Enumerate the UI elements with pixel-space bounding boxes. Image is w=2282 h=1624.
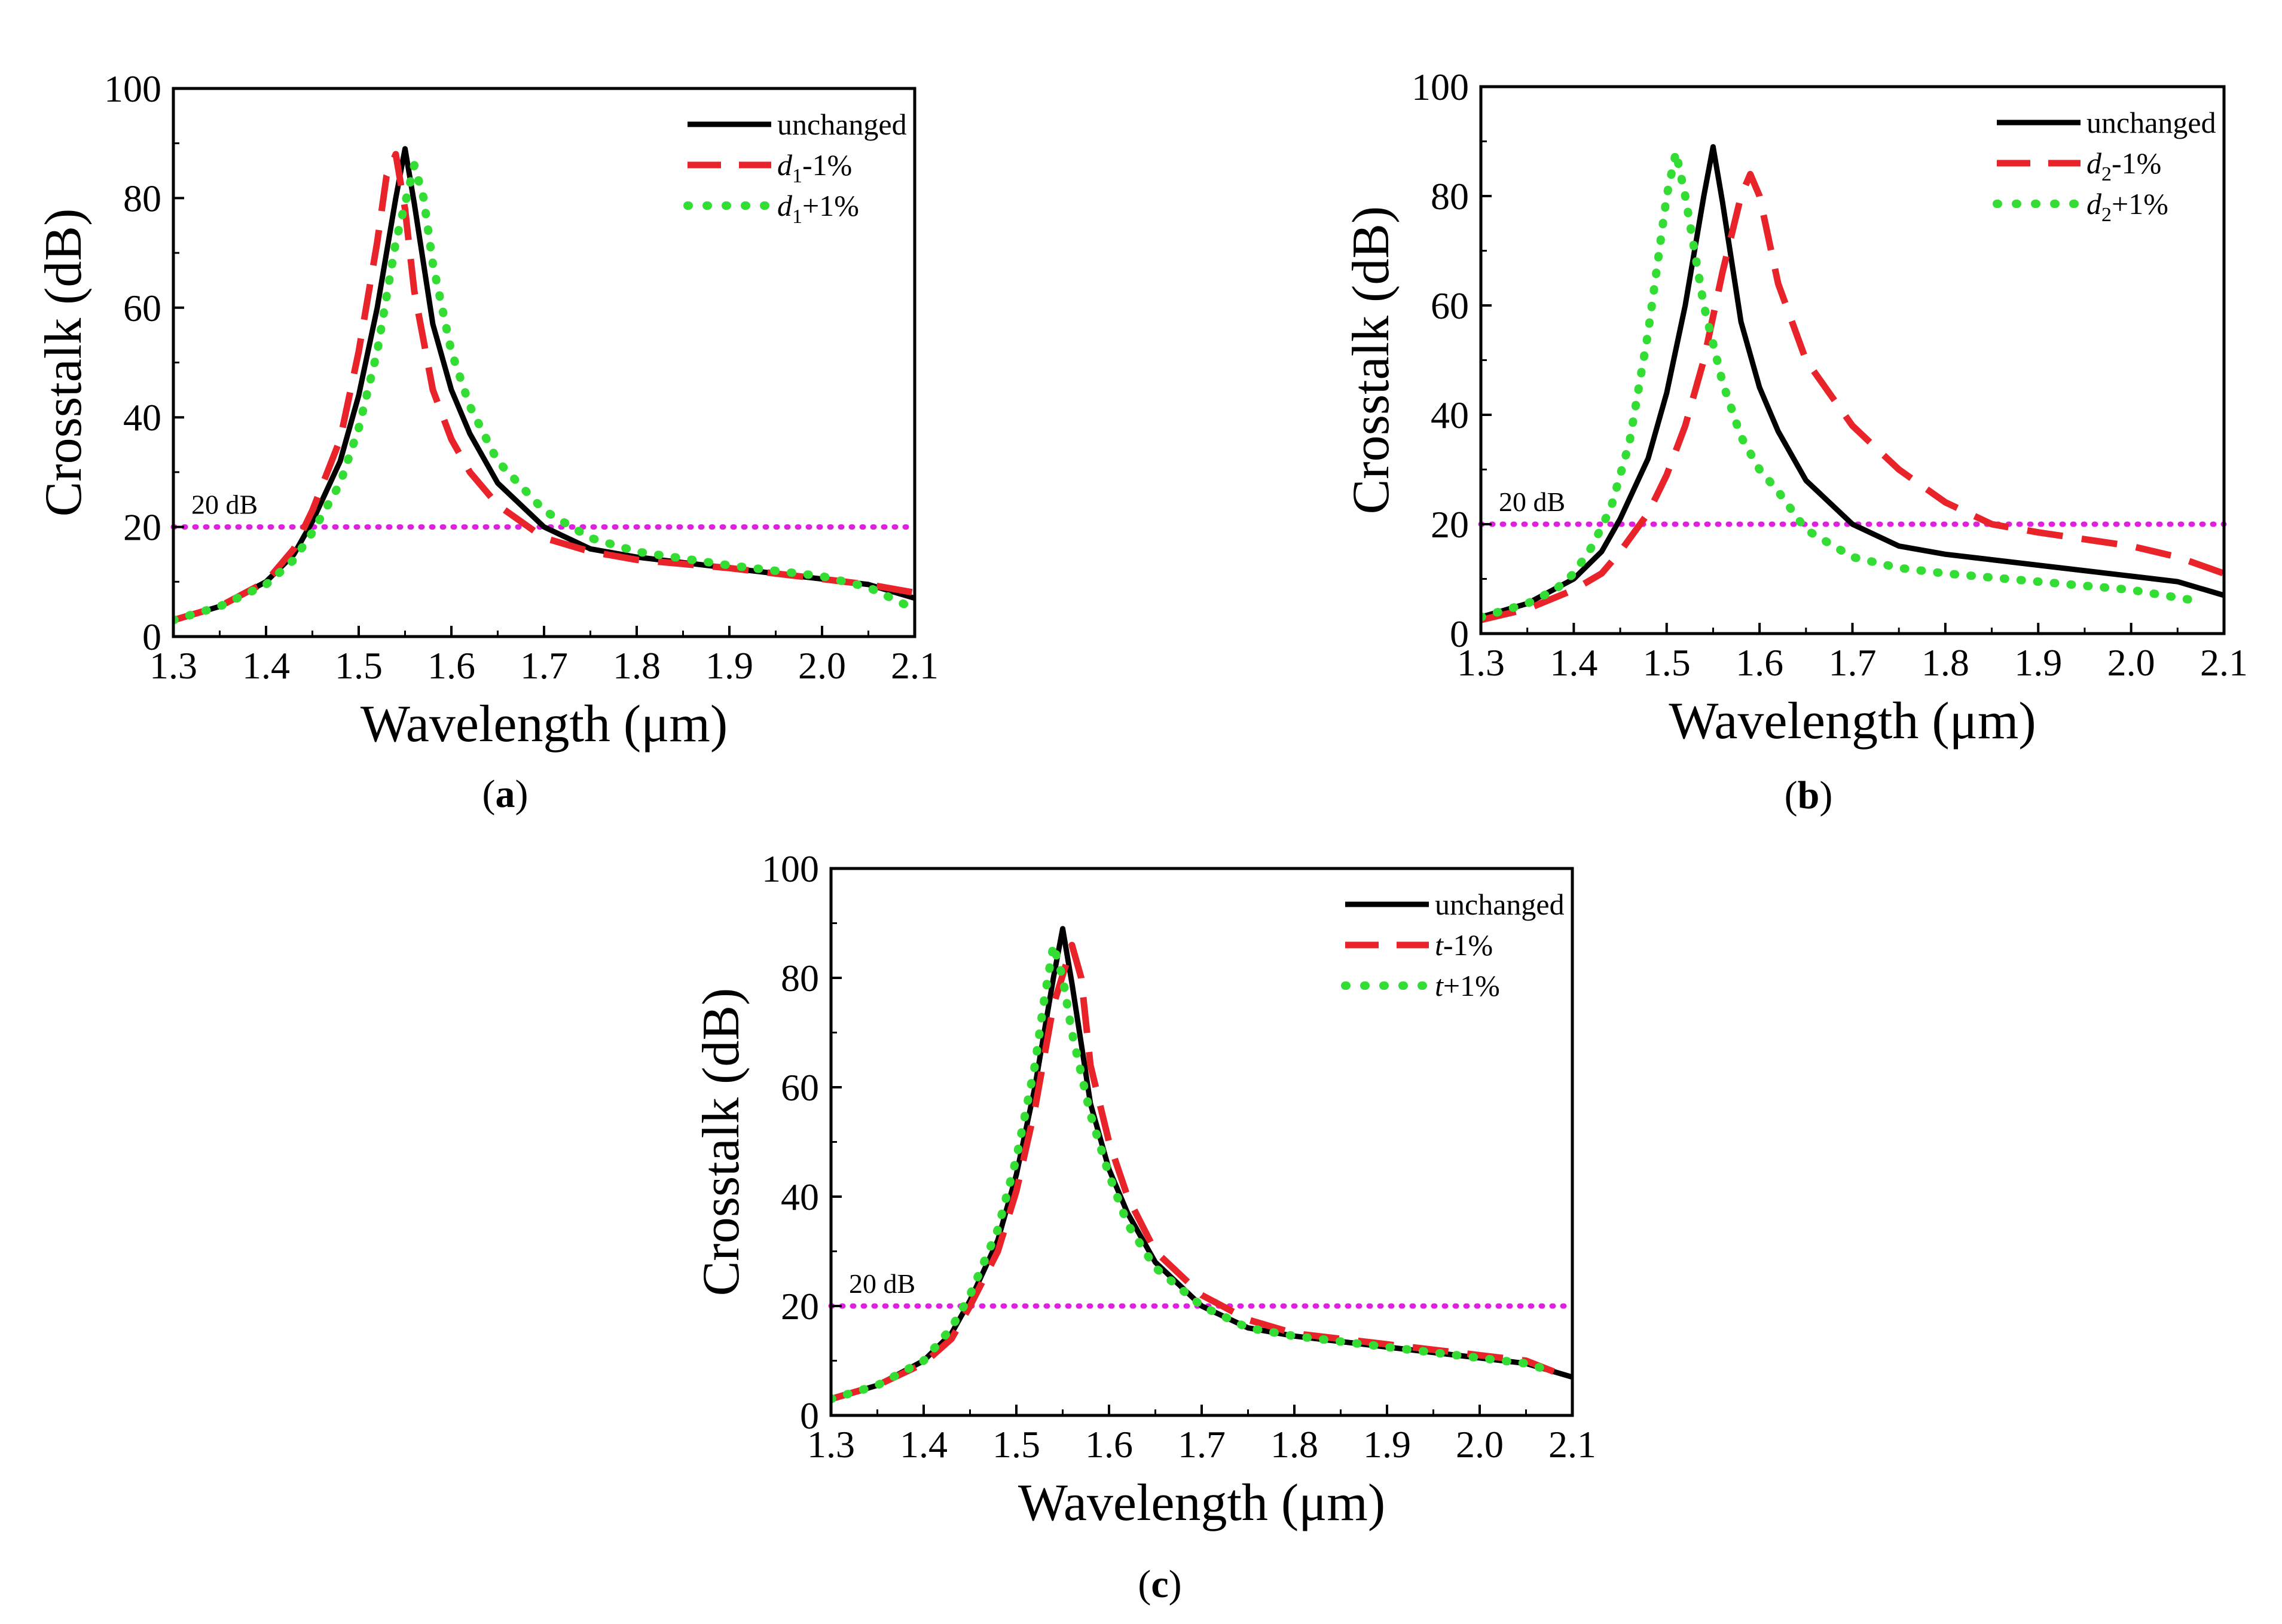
x-tick-label: 1.6 (1085, 1423, 1133, 1466)
x-tick-label: 2.1 (2200, 641, 2248, 684)
series-line-d1-1% (173, 151, 915, 623)
y-tick-label: 40 (1431, 394, 1469, 436)
x-tick-label: 1.8 (1270, 1423, 1318, 1466)
y-tick-label: 60 (123, 287, 161, 329)
x-tick-label: 1.8 (613, 644, 661, 687)
panel-label-c: (c) (1138, 1562, 1181, 1606)
x-tick-label: 2.0 (1456, 1423, 1504, 1466)
x-axis-title: Wavelength (μm) (361, 695, 728, 753)
legend-entry-t+1%: t+1% (1435, 969, 1500, 1002)
y-tick-label: 80 (123, 177, 161, 219)
series-line-d2-1% (1481, 170, 2224, 623)
reference-label: 20 dB (849, 1268, 915, 1299)
legend-entry-unchanged: unchanged (777, 108, 907, 141)
series-line-unchanged (1481, 144, 2224, 620)
series-line-d2+1% (1481, 148, 2201, 622)
x-tick-label: 2.1 (1548, 1423, 1596, 1466)
x-tick-label: 1.9 (2014, 641, 2062, 684)
legend-entry-d2-1%: d2-1% (2087, 146, 2161, 185)
x-tick-label: 1.7 (520, 644, 568, 687)
y-tick-label: 40 (123, 396, 161, 439)
y-tick-label: 100 (104, 68, 161, 110)
x-tick-label: 1.9 (705, 644, 753, 687)
y-axis-title: Crosstalk (dB) (692, 988, 750, 1296)
x-tick-label: 1.6 (1736, 641, 1783, 684)
panel-label-a: (a) (482, 772, 529, 816)
x-tick-label: 2.0 (798, 644, 846, 687)
y-tick-label: 20 (123, 506, 161, 549)
legend-entry-unchanged: unchanged (2087, 106, 2216, 139)
y-tick-label: 80 (1431, 175, 1469, 218)
series-line-d1+1% (173, 161, 915, 625)
x-tick-label: 1.9 (1363, 1423, 1411, 1466)
x-tick-label: 2.1 (891, 644, 939, 687)
legend-entry-unchanged: unchanged (1435, 888, 1565, 921)
panel-b: 20 dB 1.3 1.4 1.5 1.6 1.7 1.8 1.9 2.0 2.1 0 20 40 60 8… (1342, 66, 2248, 817)
x-tick-label: 1.4 (900, 1423, 948, 1466)
panel-label-b: (b) (1785, 773, 1833, 817)
y-tick-label: 100 (762, 848, 819, 890)
x-tick-label: 1.6 (427, 644, 475, 687)
legend-entry-t-1%: t-1% (1435, 928, 1493, 962)
x-tick-label: 2.0 (2107, 641, 2155, 684)
x-tick-label: 1.5 (335, 644, 383, 687)
x-axis-title: Wavelength (μm) (1669, 692, 2036, 750)
legend-entry-d1+1%: d1+1% (777, 189, 859, 228)
series-line-t-1% (831, 941, 1556, 1402)
x-tick-label: 1.4 (242, 644, 290, 687)
y-tick-label: 60 (781, 1066, 819, 1109)
reference-label: 20 dB (191, 490, 258, 520)
y-tick-label: 20 (1431, 503, 1469, 546)
x-axis-title: Wavelength (μm) (1018, 1474, 1385, 1532)
panel-a: 20 dB 1.3 1.4 1.5 1.6 1.7 1.8 1.9 2.0 2.1 0 20 40 60 8… (35, 68, 939, 816)
y-tick-label: 0 (1450, 613, 1469, 655)
panel-c: 20 dB 1.3 1.4 1.5 1.6 1.7 1.8 1.9 2.0 2.1 0 20 40 60 8… (692, 848, 1596, 1606)
legend-entry-d2+1%: d2+1% (2087, 187, 2168, 226)
series-line-t+1% (831, 941, 1558, 1403)
y-tick-label: 40 (781, 1176, 819, 1218)
x-tick-label: 1.5 (1643, 641, 1691, 684)
x-tick-label: 1.7 (1829, 641, 1877, 684)
y-axis-title: Crosstalk (dB) (1342, 206, 1400, 515)
legend-entry-d1-1%: d1-1% (777, 148, 852, 187)
y-tick-label: 0 (142, 616, 161, 658)
x-tick-label: 1.3 (807, 1423, 855, 1466)
y-axis-title: Crosstalk (dB) (35, 209, 93, 517)
x-tick-label: 1.8 (1921, 641, 1969, 684)
x-tick-label: 1.5 (992, 1423, 1040, 1466)
x-tick-label: 1.3 (1457, 641, 1505, 684)
x-tick-label: 1.4 (1550, 641, 1597, 684)
y-tick-label: 80 (781, 957, 819, 999)
y-tick-label: 20 (781, 1285, 819, 1328)
reference-label: 20 dB (1499, 487, 1565, 517)
y-tick-label: 100 (1412, 66, 1469, 108)
x-tick-label: 1.3 (149, 644, 197, 687)
y-tick-label: 60 (1431, 285, 1469, 327)
y-tick-label: 0 (800, 1394, 819, 1437)
x-tick-label: 1.7 (1178, 1423, 1226, 1466)
